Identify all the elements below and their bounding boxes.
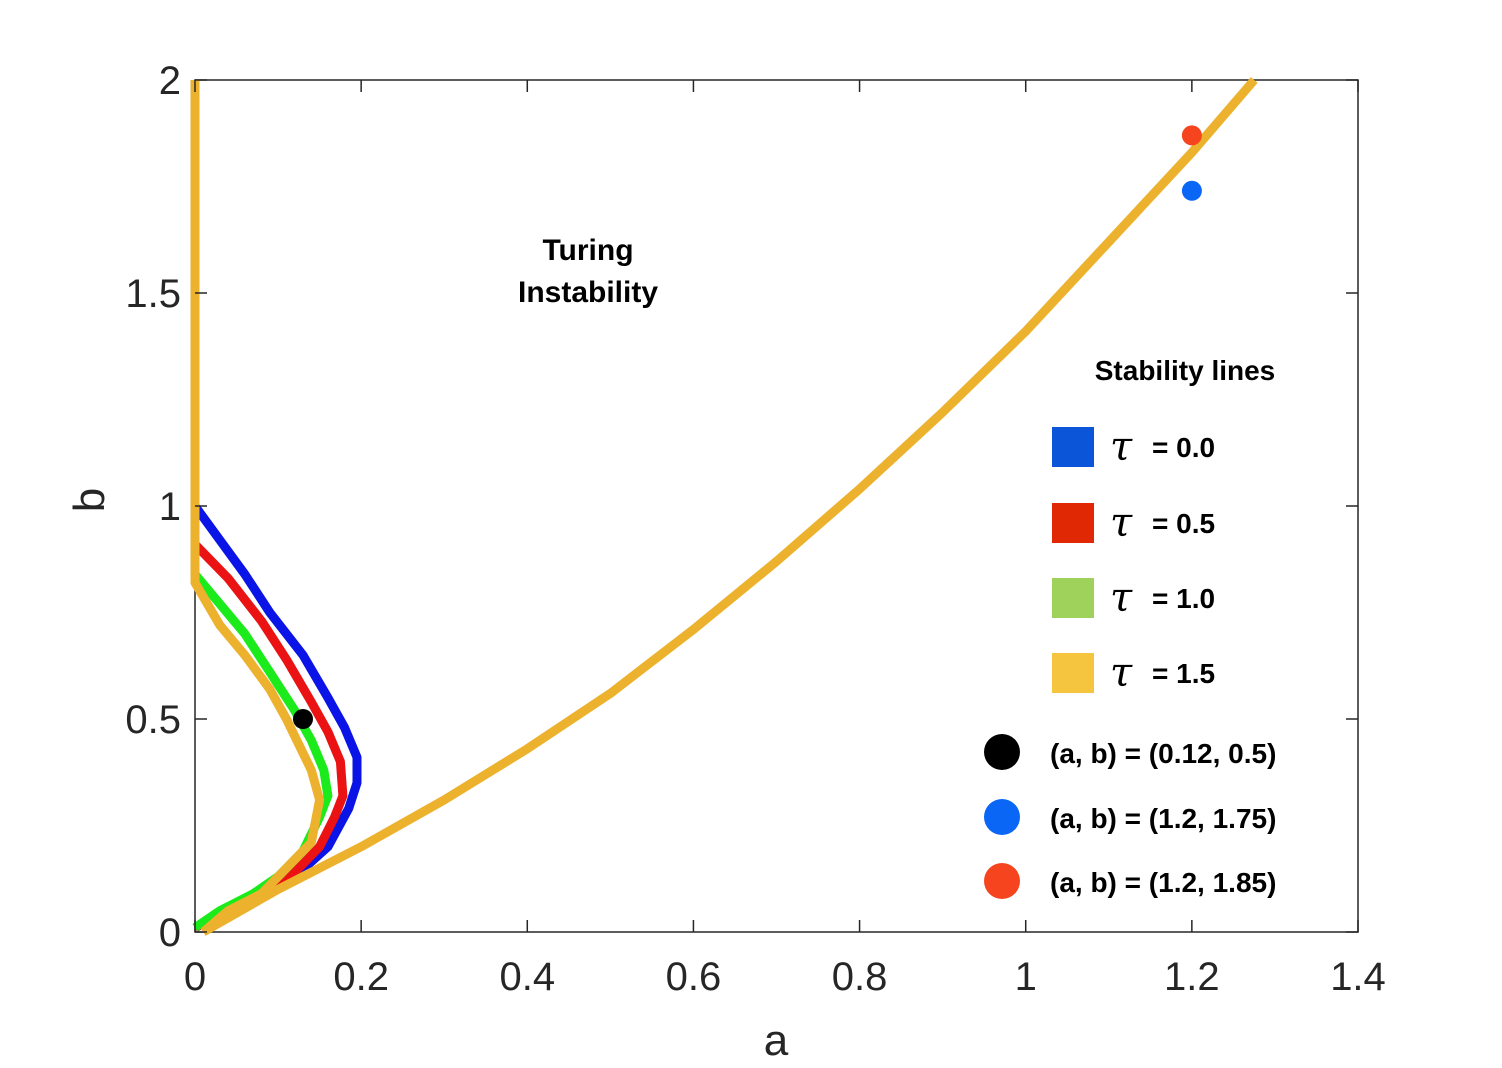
x-tick-label: 0.6 [666,955,722,999]
x-tick-label: 0 [184,955,206,999]
data-point-1 [1181,180,1202,201]
legend-symbol-tau-0-0: τ [1110,424,1133,470]
y-tick-label: 0.5 [125,698,181,742]
ticks-layer: 0 0.2 0.4 0.6 0.8 1 1.2 1.4 0 0.5 1 1.5 2 [125,59,1385,999]
legend: Stability lines τ = 0.0 τ = 0.5 τ = 1.0 … [984,355,1276,899]
annotation-instability: Instability [518,276,658,309]
y-axis-label: b [65,488,114,512]
data-point-0 [293,709,313,729]
legend-label-tau-1-0: = 1.0 [1152,583,1215,614]
legend-marker-red-point [984,863,1020,899]
series-layer [190,77,1258,936]
y-tick-label: 1.5 [125,272,181,316]
data-point-2 [1181,125,1202,146]
legend-swatch-tau-0-5 [1052,503,1094,543]
x-tick-label: 1.4 [1330,955,1386,999]
legend-marker-black-point [984,734,1020,770]
legend-swatch-tau-0-0 [1052,427,1094,467]
y-tick-label: 0 [159,911,181,955]
legend-symbol-tau-1-0: τ [1110,575,1133,621]
plot-area [194,79,1359,933]
legend-label-tau-0-5: = 0.5 [1152,508,1215,539]
x-tick-label: 0.2 [333,955,389,999]
legend-title: Stability lines [1095,355,1276,386]
points-layer [293,125,1202,729]
legend-symbol-tau-0-5: τ [1110,500,1133,546]
legend-swatch-tau-1-0 [1052,578,1094,618]
y-tick-label: 1 [159,485,181,529]
legend-label-blue-point: (a, b) = (1.2, 1.75) [1050,803,1276,834]
legend-swatch-tau-1-5 [1052,653,1094,693]
legend-marker-blue-point [984,799,1020,835]
legend-label-red-point: (a, b) = (1.2, 1.85) [1050,867,1276,898]
y-tick-label: 2 [159,59,181,103]
legend-symbol-tau-1-5: τ [1110,650,1133,696]
series-line-3 [190,80,325,936]
legend-label-tau-0-0: = 0.0 [1152,432,1215,463]
x-tick-label: 0.4 [499,955,555,999]
series-line-4 [201,77,1258,936]
legend-label-tau-1-5: = 1.5 [1152,658,1215,689]
x-axis-label: a [764,1016,789,1065]
annotation-turing: Turing [542,234,633,267]
x-tick-label: 1.2 [1164,955,1220,999]
x-tick-label: 1 [1015,955,1037,999]
legend-label-black-point: (a, b) = (0.12, 0.5) [1050,738,1276,769]
x-tick-label: 0.8 [832,955,888,999]
